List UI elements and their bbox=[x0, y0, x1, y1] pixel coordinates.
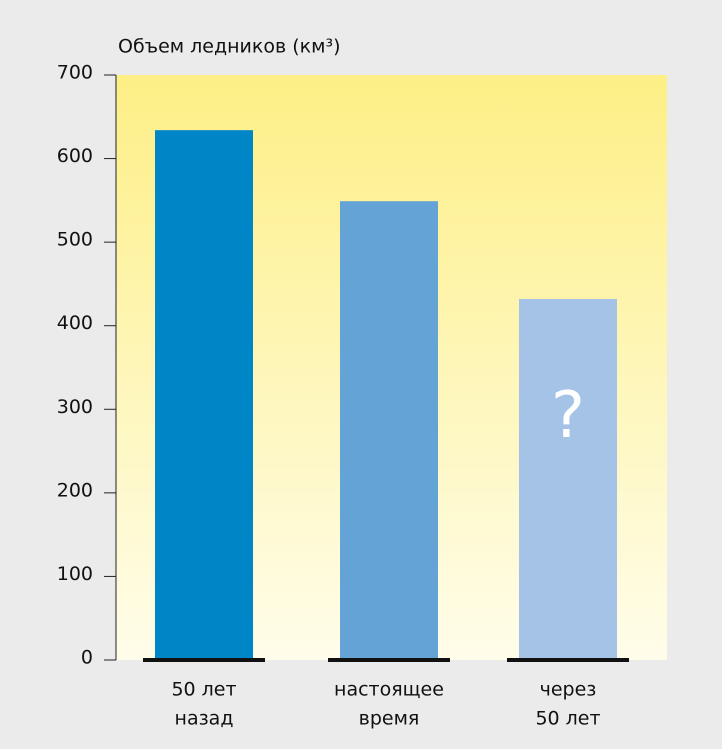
bar bbox=[519, 298, 617, 660]
annotation: ? bbox=[551, 379, 585, 453]
y-tick-label: 500 bbox=[57, 229, 93, 251]
y-tick-label: 400 bbox=[57, 312, 93, 334]
x-tick-label: назад bbox=[175, 708, 234, 730]
x-tick-label: 50 лет bbox=[171, 679, 236, 701]
chart-title: Объем ледников (км³) bbox=[118, 36, 341, 58]
y-tick-label: 100 bbox=[57, 563, 93, 585]
y-tick-label: 200 bbox=[57, 479, 93, 501]
y-tick-label: 600 bbox=[57, 145, 93, 167]
x-tick-label: время bbox=[359, 708, 420, 730]
y-tick-label: 0 bbox=[81, 647, 93, 669]
bar bbox=[155, 130, 253, 660]
bar bbox=[340, 201, 438, 660]
x-tick-label: настоящее bbox=[334, 679, 444, 701]
x-tick-label: через bbox=[540, 679, 597, 701]
y-tick-label: 300 bbox=[57, 396, 93, 418]
y-tick-label: 700 bbox=[57, 62, 93, 84]
x-tick-label: 50 лет bbox=[535, 708, 600, 730]
